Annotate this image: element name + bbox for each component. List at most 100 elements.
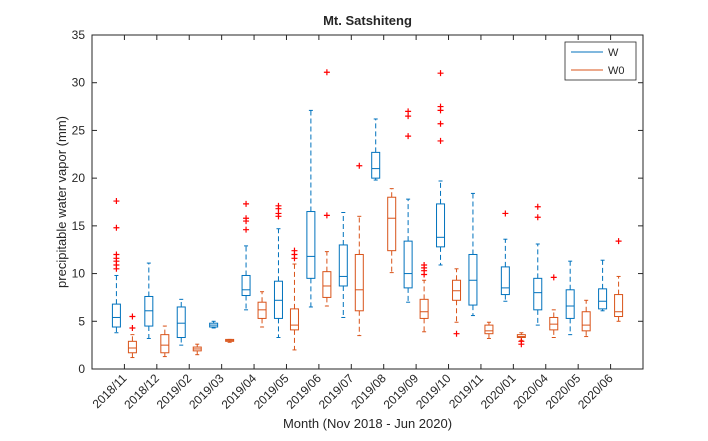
box-w0-2019/09 (419, 261, 429, 333)
box-iqr (371, 151, 381, 179)
y-axis-label: precipitable water vapor (mm) (54, 116, 69, 288)
box-w-2019/11 (468, 192, 478, 317)
box-iqr (306, 211, 316, 279)
y-tick-label-30: 30 (72, 76, 86, 90)
box-w-2020/01 (500, 210, 510, 302)
outlier-marker (518, 338, 525, 345)
x-tick-label-2019/09: 2019/09 (381, 371, 422, 412)
x-axis-label: Month (Nov 2018 - Jun 2020) (283, 416, 452, 431)
box-w0-2020/01 (516, 332, 526, 348)
box-w0-2020/04 (549, 274, 559, 339)
outlier-marker (275, 202, 282, 209)
outlier-marker (502, 210, 509, 217)
plot-layer (111, 69, 624, 359)
outlier-marker (550, 274, 557, 281)
y-tick-label-25: 25 (72, 123, 86, 137)
x-tick-label-2019/04: 2019/04 (219, 371, 260, 412)
box-w0-2019/07 (354, 162, 364, 337)
box-w0-2019/04 (257, 291, 267, 328)
outlier-marker (437, 120, 444, 127)
x-tick-label-2019/06: 2019/06 (283, 371, 324, 412)
box-w-2018/11 (111, 198, 121, 334)
box-w0-2019/08 (387, 188, 397, 274)
box-iqr (241, 274, 251, 297)
box-iqr (289, 308, 299, 331)
outlier-marker (129, 324, 136, 331)
outlier-marker (453, 330, 460, 337)
box-w0-2019/02 (192, 343, 202, 356)
box-w0-2019/05 (289, 247, 299, 351)
outlier-marker (534, 214, 541, 221)
legend-box (564, 41, 637, 81)
x-tick-label-2019/05: 2019/05 (251, 371, 292, 412)
outlier-marker (405, 108, 412, 115)
box-w0-2018/11 (127, 313, 137, 359)
box-w-2020/05 (565, 260, 575, 336)
box-w0-2020/06 (614, 238, 624, 322)
box-w0-2020/05 (581, 299, 591, 338)
outlier-marker (243, 226, 250, 233)
x-tick-label-2019/03: 2019/03 (186, 371, 227, 412)
box-w-2020/06 (598, 259, 608, 312)
box-w-2019/03 (209, 320, 219, 329)
outlier-marker (437, 137, 444, 144)
box-w-2019/05 (273, 202, 283, 339)
outlier-marker (243, 215, 250, 222)
box-w0-2019/03 (225, 338, 235, 343)
box-iqr (484, 324, 494, 335)
box-w-2019/02 (176, 298, 186, 346)
legend-label-w0: W0 (608, 65, 625, 77)
box-iqr (322, 271, 332, 298)
box-w0-2018/12 (160, 325, 170, 358)
box-w0-2019/11 (484, 321, 494, 339)
outlier-marker (113, 224, 120, 231)
box-iqr (338, 244, 348, 287)
axes-box (91, 34, 644, 370)
box-w0-2019/10 (452, 268, 462, 337)
box-iqr (581, 311, 591, 332)
box-iqr (419, 298, 429, 319)
box-w-2019/08 (371, 118, 381, 181)
x-tick-label-2020/05: 2020/05 (543, 371, 584, 412)
box-w0-2019/06 (322, 69, 332, 307)
box-w-2018/12 (144, 262, 154, 339)
x-tick-label-2020/01: 2020/01 (478, 371, 519, 412)
x-tick-label-2018/12: 2018/12 (121, 371, 162, 412)
outlier-marker (405, 133, 412, 140)
box-iqr (160, 334, 170, 354)
box-w-2019/09 (403, 108, 413, 303)
outlier-marker (615, 238, 622, 245)
outlier-marker (243, 200, 250, 207)
outlier-marker (534, 203, 541, 210)
box-w-2019/04 (241, 200, 251, 311)
box-iqr (565, 289, 575, 319)
y-tick-label-20: 20 (72, 171, 86, 185)
outlier-marker (113, 198, 120, 205)
box-iqr (127, 340, 137, 354)
box-iqr (176, 306, 186, 339)
outlier-marker (421, 261, 428, 268)
x-tick-label-2019/07: 2019/07 (316, 371, 357, 412)
y-tick-label-0: 0 (78, 362, 85, 376)
outlier-marker (323, 212, 330, 219)
legend-label-w: W (608, 47, 619, 59)
outlier-marker (129, 313, 136, 320)
x-tick-label-2020/04: 2020/04 (510, 371, 551, 412)
outlier-marker (437, 70, 444, 77)
plot-area (92, 35, 643, 369)
y-tick-label-10: 10 (72, 267, 86, 281)
box-iqr (598, 288, 608, 310)
box-iqr (614, 294, 624, 318)
box-iqr (354, 253, 364, 312)
x-tick-label-2020/06: 2020/06 (575, 371, 616, 412)
box-w-2019/10 (436, 70, 446, 266)
outlier-marker (291, 247, 298, 254)
y-tick-label-5: 5 (78, 314, 85, 328)
box-iqr (533, 277, 543, 311)
outlier-marker (356, 162, 363, 169)
outlier-marker (113, 251, 120, 258)
box-iqr (500, 266, 510, 296)
box-iqr (436, 203, 446, 248)
y-tick-label-15: 15 (72, 219, 86, 233)
